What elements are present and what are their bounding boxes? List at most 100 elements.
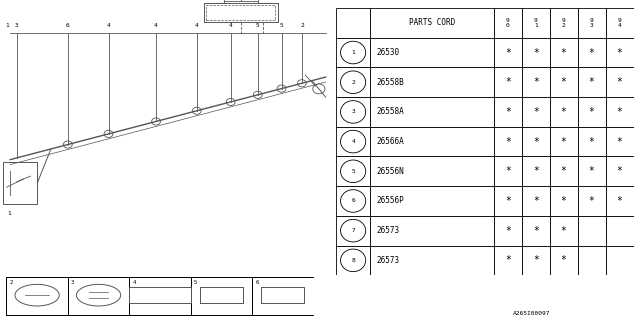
- Bar: [493, 97, 522, 127]
- Bar: [550, 245, 578, 275]
- Bar: [522, 245, 550, 275]
- Text: *: *: [532, 137, 539, 147]
- Text: 9
1: 9 1: [534, 18, 538, 28]
- Bar: [550, 216, 578, 245]
- Text: *: *: [589, 137, 595, 147]
- Bar: [550, 38, 578, 68]
- Text: A265I00097: A265I00097: [513, 311, 550, 316]
- Text: 1: 1: [7, 211, 10, 216]
- Text: *: *: [561, 107, 566, 117]
- Text: 26556P: 26556P: [376, 196, 404, 205]
- Bar: [578, 245, 605, 275]
- Text: *: *: [561, 255, 566, 265]
- Text: 4: 4: [228, 22, 232, 28]
- Text: 9
3: 9 3: [590, 18, 593, 28]
- Text: 6: 6: [255, 280, 259, 285]
- Bar: [252, 277, 314, 315]
- Bar: [578, 8, 605, 38]
- Text: *: *: [589, 107, 595, 117]
- Bar: [605, 245, 634, 275]
- Text: 2: 2: [10, 280, 13, 285]
- Bar: [605, 97, 634, 127]
- Text: *: *: [532, 166, 539, 176]
- Bar: [493, 38, 522, 68]
- Text: *: *: [532, 255, 539, 265]
- Text: 1: 1: [351, 50, 355, 55]
- Text: *: *: [589, 196, 595, 206]
- Text: *: *: [617, 196, 623, 206]
- Text: 3: 3: [15, 22, 19, 28]
- Bar: [605, 186, 634, 216]
- Text: *: *: [561, 196, 566, 206]
- Text: 4: 4: [351, 139, 355, 144]
- Text: 2: 2: [351, 80, 355, 85]
- Text: *: *: [617, 137, 623, 147]
- Text: 9
0: 9 0: [506, 18, 509, 28]
- Text: PARTS CORD: PARTS CORD: [409, 18, 455, 27]
- Bar: [493, 245, 522, 275]
- Bar: [605, 68, 634, 97]
- Bar: [370, 97, 493, 127]
- Text: *: *: [505, 137, 511, 147]
- Bar: [550, 186, 578, 216]
- Bar: [6, 277, 68, 315]
- Text: *: *: [617, 77, 623, 87]
- Text: *: *: [617, 48, 623, 58]
- Bar: [370, 156, 493, 186]
- Bar: [336, 245, 370, 275]
- Text: 4: 4: [132, 280, 136, 285]
- Text: 3: 3: [71, 280, 74, 285]
- Bar: [336, 68, 370, 97]
- Text: *: *: [505, 77, 511, 87]
- Bar: [550, 127, 578, 156]
- Text: 26530: 26530: [376, 48, 399, 57]
- Bar: [370, 186, 493, 216]
- Bar: [68, 277, 129, 315]
- Text: 3: 3: [351, 109, 355, 115]
- Bar: [3, 162, 37, 204]
- Text: *: *: [561, 226, 566, 236]
- Bar: [336, 186, 370, 216]
- Bar: [578, 68, 605, 97]
- Bar: [550, 8, 578, 38]
- Text: 26556N: 26556N: [376, 167, 404, 176]
- Text: 26558A: 26558A: [376, 108, 404, 116]
- Bar: [493, 127, 522, 156]
- Bar: [370, 68, 493, 97]
- Text: 4: 4: [107, 22, 111, 28]
- Bar: [578, 38, 605, 68]
- Bar: [370, 8, 493, 38]
- Bar: [578, 216, 605, 245]
- Bar: [605, 38, 634, 68]
- Bar: [578, 156, 605, 186]
- Text: *: *: [589, 48, 595, 58]
- Bar: [522, 8, 550, 38]
- Bar: [336, 97, 370, 127]
- Bar: [336, 8, 370, 38]
- Bar: [370, 216, 493, 245]
- Text: 2: 2: [300, 22, 304, 28]
- Bar: [493, 216, 522, 245]
- Text: *: *: [561, 137, 566, 147]
- Text: *: *: [617, 166, 623, 176]
- Text: *: *: [561, 48, 566, 58]
- Bar: [493, 186, 522, 216]
- Bar: [493, 156, 522, 186]
- Text: *: *: [505, 48, 511, 58]
- Bar: [493, 8, 522, 38]
- Text: 5: 5: [194, 280, 197, 285]
- Text: *: *: [505, 166, 511, 176]
- Text: *: *: [505, 196, 511, 206]
- Text: 9
4: 9 4: [618, 18, 621, 28]
- Text: 26573: 26573: [376, 256, 399, 265]
- Bar: [522, 186, 550, 216]
- Text: 26558B: 26558B: [376, 78, 404, 87]
- Bar: [605, 156, 634, 186]
- Text: 1: 1: [5, 22, 9, 28]
- Bar: [605, 127, 634, 156]
- Bar: [550, 156, 578, 186]
- Text: *: *: [561, 77, 566, 87]
- Bar: [522, 97, 550, 127]
- Text: 5: 5: [351, 169, 355, 174]
- Bar: [336, 156, 370, 186]
